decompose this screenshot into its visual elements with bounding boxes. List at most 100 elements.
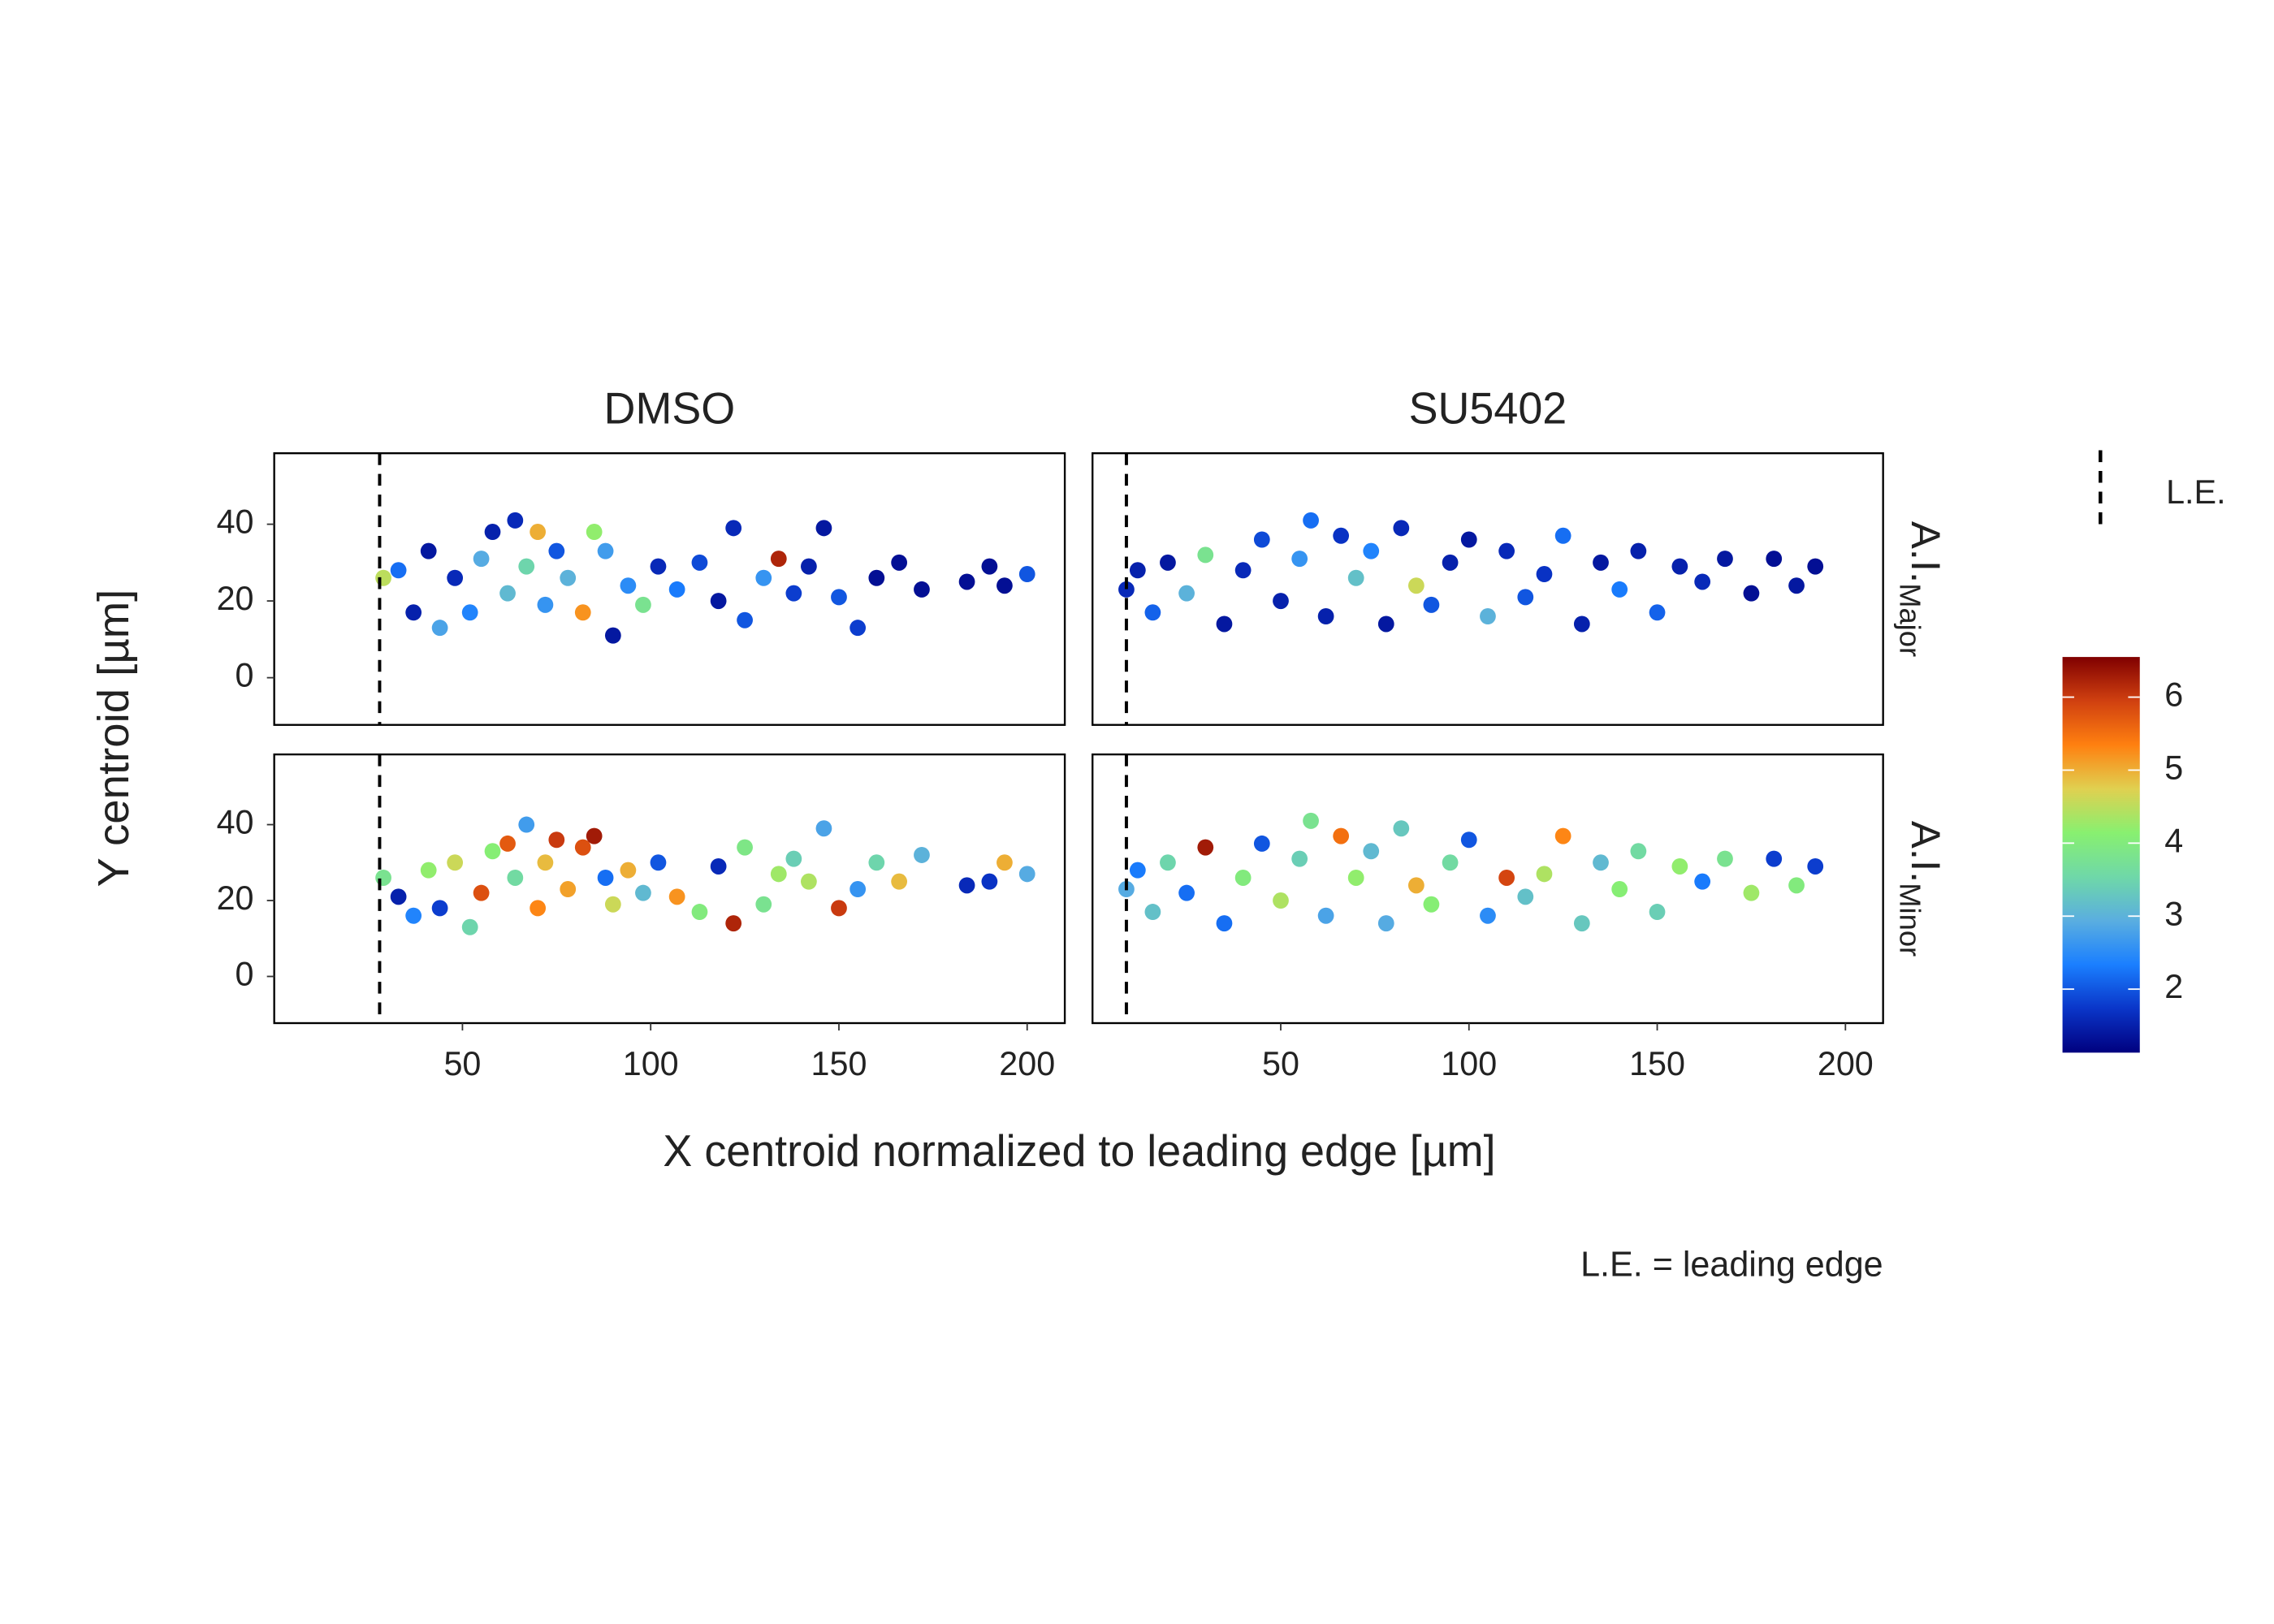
point [604,627,621,644]
point [1480,608,1496,625]
point [1144,904,1161,921]
y-axis-title: Y centroid [µm] [89,590,138,888]
point [1423,896,1440,913]
point [1234,869,1252,886]
row-label-sub: Minor [1894,883,1927,957]
point [447,569,464,586]
point [1671,558,1688,575]
point [1129,562,1146,579]
x-tick-label: 200 [999,1044,1055,1082]
point [1118,581,1135,598]
point [530,524,547,541]
point [1333,527,1350,544]
x-tick-label: 100 [623,1044,679,1082]
point [785,585,802,602]
point [1536,866,1553,883]
point [1573,915,1590,932]
point [620,577,637,594]
point [1377,915,1394,932]
point [473,551,490,568]
point [530,900,547,917]
point [1766,850,1783,867]
y-tick-label: 40 [217,802,254,840]
point [1442,554,1459,571]
point [1788,577,1805,594]
panel-frame [1092,753,1884,1025]
point [1129,862,1146,879]
colorbar [2062,657,2140,1053]
column-label: DMSO [604,384,736,433]
point [850,620,867,637]
point [1517,589,1534,606]
point [537,596,554,613]
point [1694,873,1711,890]
point [1393,520,1410,537]
x-tick-label: 50 [1262,1044,1299,1082]
point [1347,569,1364,586]
point [1253,835,1270,852]
point [375,869,391,886]
point [1671,857,1688,875]
point [981,873,998,890]
point [996,854,1013,871]
point [586,524,603,541]
point [831,589,847,606]
point [560,881,577,898]
x-axis-title: X centroid normalized to leading edge [µ… [663,1127,1495,1176]
point [1291,551,1308,568]
point [586,827,603,844]
point [710,593,727,610]
point [1498,869,1515,886]
row-label: A.I.Minor [1894,821,1949,957]
point [1317,907,1334,924]
point [996,577,1013,594]
point [981,558,998,575]
x-tick-label: 150 [811,1044,867,1082]
row-label-main: A.I. [1903,521,1949,583]
point [1253,531,1270,548]
point [725,915,742,932]
point [447,854,464,871]
point [518,558,535,575]
point [1807,558,1824,575]
point [1160,854,1176,871]
point [1303,812,1319,829]
point [1517,888,1534,905]
point [831,900,847,917]
point [484,843,501,860]
point [420,542,437,559]
point [473,884,490,901]
point [914,846,930,863]
point [815,820,832,837]
point [770,866,787,883]
point [1717,551,1733,568]
point [1573,615,1590,633]
y-tick-label: 0 [236,655,254,693]
point [1694,573,1711,590]
colorbar-tick-label: 6 [2164,675,2183,713]
point [1291,850,1308,867]
point [1018,566,1035,583]
row-label-main: A.I. [1903,821,1949,883]
point [461,918,478,935]
point [815,520,832,537]
point [390,562,407,579]
point [574,604,591,621]
point [737,611,753,628]
point [537,854,554,871]
point [1347,869,1364,886]
colorbar-tick-label: 2 [2164,967,2183,1005]
row-label-sub: Major [1894,583,1927,657]
point [668,581,685,598]
point [1593,554,1609,571]
point [668,888,685,905]
point [1144,604,1161,621]
point [548,831,565,849]
point [620,862,637,879]
point [405,604,422,621]
legend-label: L.E. [2166,473,2225,511]
point [737,839,753,856]
y-tick-label: 0 [236,954,254,992]
point [1807,857,1824,875]
